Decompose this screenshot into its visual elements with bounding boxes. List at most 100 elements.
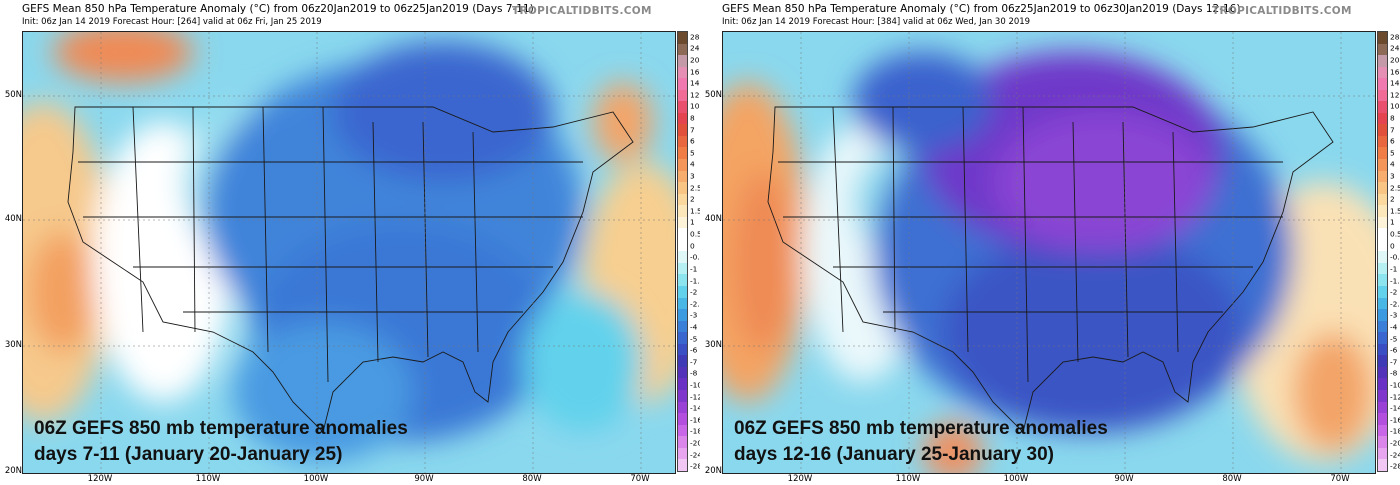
- colorbar-tick-label: -20: [1390, 438, 1400, 448]
- colorbar-tick-label: 0: [1390, 241, 1395, 251]
- colorbar-swatch: [678, 378, 687, 390]
- colorbar-tick-label: 14: [1390, 78, 1400, 88]
- lon-label: 100W: [303, 474, 329, 484]
- lat-label: 40N: [4, 214, 22, 224]
- colorbar-tick-label: 5: [1390, 148, 1395, 158]
- lon-label: 80W: [1222, 474, 1242, 484]
- colorbar-swatch: [1378, 413, 1387, 425]
- colorbar-tick-label: -16: [690, 415, 703, 425]
- colorbar-tick-label: 1: [1390, 217, 1395, 227]
- colorbar-swatch: [678, 159, 687, 171]
- colorbar-tick-label: -3: [1390, 310, 1398, 320]
- colorbar-swatch: [678, 170, 687, 183]
- colorbar-tick-label: 4: [690, 159, 695, 169]
- colorbar-swatch: [678, 262, 687, 275]
- colorbar-tick-label: 0.5: [690, 229, 702, 239]
- colorbar-tick-label: -14: [1390, 403, 1400, 413]
- colorbar-tick-label: -3: [690, 310, 698, 320]
- colorbar-tick-label: 1.5: [690, 206, 702, 216]
- colorbar-swatch: [1378, 193, 1387, 206]
- colorbar-swatch: [678, 413, 687, 425]
- anomaly-map-graphic: [723, 32, 1375, 473]
- colorbar-swatch: [678, 459, 687, 471]
- lon-label: 70W: [630, 474, 650, 484]
- colorbar-tick-label: -4: [1390, 322, 1398, 332]
- colorbar-swatch: [678, 216, 687, 229]
- colorbar-swatch: [678, 320, 687, 333]
- lat-label: 50N: [704, 90, 722, 100]
- colorbar-swatch: [1378, 401, 1387, 414]
- colorbar-swatch: [1378, 89, 1387, 102]
- colorbar-tick-label: 6: [1390, 136, 1395, 146]
- colorbar-tick-label: -7: [690, 357, 698, 367]
- colorbar-tick-label: -20: [690, 438, 703, 448]
- colorbar-tick-label: -1.5: [1390, 276, 1400, 285]
- colorbar-swatch: [1378, 124, 1387, 136]
- lat-label: 20N: [704, 466, 722, 476]
- colorbar-tick-label: -10: [690, 380, 703, 390]
- colorbar-tick-label: 2: [690, 194, 695, 204]
- anomaly-map-graphic: [23, 32, 675, 473]
- map-title: GEFS Mean 850 hPa Temperature Anomaly (°…: [22, 3, 534, 15]
- lat-label: 30N: [4, 340, 22, 350]
- colorbar-swatch: [1378, 309, 1387, 321]
- colorbar-swatch: [1378, 320, 1387, 333]
- colorbar-tick-label: -4: [690, 322, 698, 332]
- lon-label: 110W: [195, 474, 221, 484]
- colorbar-swatch: [1378, 182, 1387, 194]
- colorbar-tick-label: -12: [1390, 392, 1400, 402]
- colorbar-tick-label: -6: [690, 345, 698, 355]
- overlay-caption-line2: days 7-11 (January 20-January 25): [34, 444, 343, 465]
- overlay-caption-line2: days 12-16 (January 25-January 30): [734, 444, 1055, 465]
- lon-label: 100W: [1003, 474, 1029, 484]
- colorbar-tick-label: -0.5: [1390, 252, 1400, 262]
- colorbar-swatch: [678, 228, 687, 240]
- colorbar-swatch: [678, 297, 687, 310]
- colorbar-swatch: [1378, 135, 1387, 148]
- colorbar-tick-label: 6: [690, 136, 695, 146]
- colorbar-tick-label: -2.5: [1390, 299, 1400, 309]
- colorbar: [677, 31, 688, 472]
- colorbar-tick-label: -6: [1390, 345, 1398, 355]
- colorbar-swatch: [1378, 389, 1387, 402]
- colorbar-swatch: [678, 205, 687, 217]
- colorbar-swatch: [678, 389, 687, 402]
- colorbar-swatch: [1378, 112, 1387, 125]
- colorbar-swatch: [678, 135, 687, 148]
- colorbar-swatch: [1378, 436, 1387, 448]
- map-subtitle: Init: 06z Jan 14 2019 Forecast Hour: [38…: [722, 17, 1031, 27]
- lon-label: 70W: [1330, 474, 1350, 484]
- colorbar-tick-label: -0.5: [690, 252, 705, 262]
- colorbar-tick-label: 14: [690, 78, 700, 88]
- colorbar-swatch: [1378, 251, 1387, 263]
- lon-label: 80W: [522, 474, 542, 484]
- colorbar-swatch: [1378, 355, 1387, 367]
- colorbar-tick-label: 12: [1390, 90, 1400, 100]
- map-subtitle: Init: 06z Jan 14 2019 Forecast Hour: [26…: [22, 17, 322, 27]
- colorbar-swatch: [678, 239, 687, 252]
- colorbar-swatch: [678, 424, 687, 437]
- colorbar-swatch: [1378, 170, 1387, 183]
- colorbar-swatch: [678, 447, 687, 460]
- lat-label: 40N: [704, 214, 722, 224]
- colorbar-tick-label: 7: [690, 125, 695, 135]
- colorbar-tick-label: 4: [1390, 159, 1395, 169]
- colorbar-swatch: [1378, 147, 1387, 160]
- colorbar-tick-label: -24: [690, 450, 703, 460]
- colorbar-swatch: [678, 43, 687, 56]
- colorbar-tick-label: 2: [1390, 194, 1395, 204]
- lat-label: 30N: [704, 340, 722, 350]
- colorbar-tick-label: 20: [1390, 55, 1400, 65]
- colorbar-tick-label: -7: [1390, 357, 1398, 367]
- colorbar-tick-label: 8: [690, 113, 695, 123]
- colorbar-tick-label: 3: [1390, 171, 1395, 181]
- colorbar-tick-label: 0.5: [1390, 229, 1400, 239]
- colorbar-swatch: [678, 89, 687, 102]
- colorbar-swatch: [678, 66, 687, 79]
- colorbar-tick-label: -16: [1390, 415, 1400, 425]
- colorbar-swatch: [1378, 366, 1387, 379]
- colorbar-tick-label: -18: [690, 426, 703, 436]
- colorbar-tick-label: 2.5: [1390, 183, 1400, 193]
- colorbar-tick-label: -1: [1390, 264, 1398, 274]
